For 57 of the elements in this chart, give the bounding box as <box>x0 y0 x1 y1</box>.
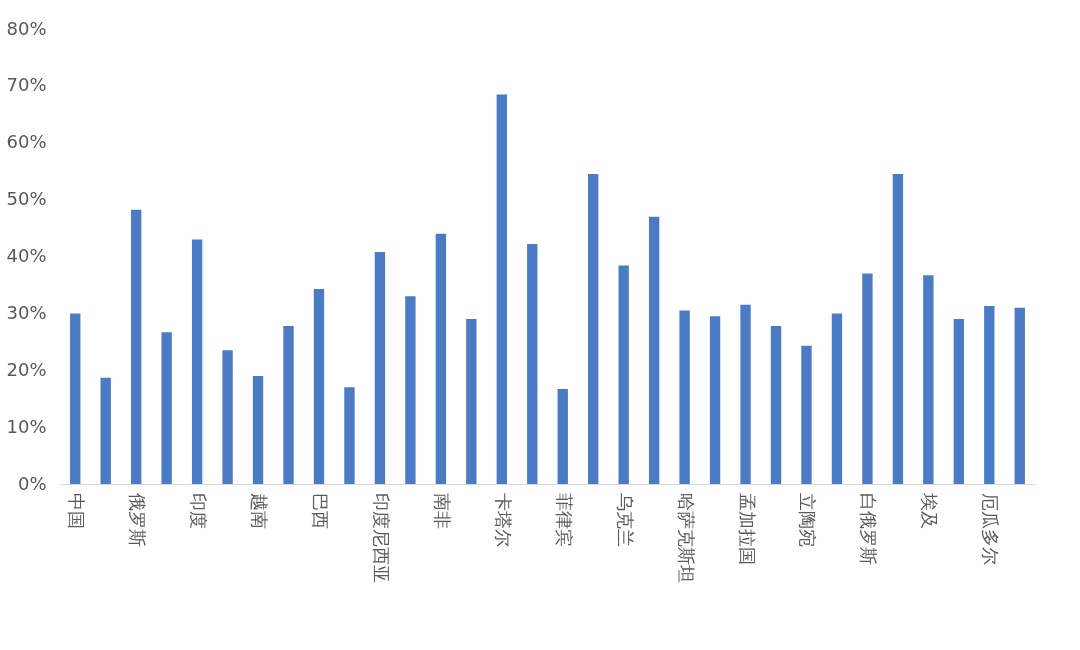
bar <box>283 325 294 484</box>
bar <box>984 305 995 484</box>
bar <box>862 273 873 484</box>
x-tick-label: 乌克兰 <box>614 492 636 547</box>
bar <box>222 350 233 484</box>
bar <box>252 375 264 484</box>
bar <box>831 313 843 484</box>
bar <box>527 243 538 484</box>
y-tick-label: 0% <box>17 472 47 494</box>
bar <box>405 296 416 484</box>
y-tick-label: 80% <box>6 17 47 39</box>
y-tick-label: 60% <box>6 131 47 153</box>
bar <box>588 174 599 484</box>
bar <box>1014 307 1025 484</box>
bar <box>953 319 965 484</box>
bar <box>923 275 934 484</box>
x-tick-label: 孟加拉国 <box>736 492 758 565</box>
bar <box>191 239 203 484</box>
x-tick-label: 俄罗斯 <box>127 492 149 547</box>
x-tick-label: 立陶宛 <box>797 492 819 547</box>
bar <box>161 332 172 484</box>
bar <box>770 325 782 484</box>
y-tick-label: 40% <box>6 245 47 266</box>
y-tick-label: 30% <box>6 301 47 323</box>
x-tick-label: 厄瓜多尔 <box>980 492 1002 565</box>
bar <box>557 389 568 484</box>
x-tick-label: 菲律宾 <box>553 492 575 547</box>
bar <box>496 94 507 484</box>
x-tick-label: 巴西 <box>309 492 331 529</box>
bar <box>435 233 447 484</box>
x-tick-label: 哈萨克斯坦 <box>675 492 697 583</box>
bar <box>466 319 477 484</box>
x-tick-label: 越南 <box>249 492 271 529</box>
y-tick-label: 10% <box>6 415 47 437</box>
x-tick-label: 埃及 <box>919 491 941 529</box>
x-tick-label: 印度 <box>188 492 210 529</box>
y-tick-label: 50% <box>6 188 47 210</box>
bar <box>648 216 660 484</box>
x-tick-label: 卡塔尔 <box>492 492 514 547</box>
x-tick-label: 中国 <box>66 492 88 529</box>
bar <box>344 387 355 484</box>
bar <box>130 209 142 484</box>
y-tick-label: 70% <box>6 74 47 96</box>
bar <box>70 313 81 484</box>
y-tick-label: 20% <box>6 358 47 380</box>
bar <box>618 265 629 484</box>
bar <box>679 310 690 484</box>
bar <box>100 377 111 484</box>
bar <box>313 288 325 484</box>
x-tick-label: 印度尼西亚 <box>370 492 392 583</box>
bar <box>801 345 812 484</box>
bar <box>709 316 721 484</box>
bar <box>374 251 386 484</box>
bar <box>892 174 904 484</box>
bar <box>740 304 751 484</box>
x-tick-label: 南非 <box>431 492 453 529</box>
x-tick-label: 白俄罗斯 <box>858 492 880 565</box>
